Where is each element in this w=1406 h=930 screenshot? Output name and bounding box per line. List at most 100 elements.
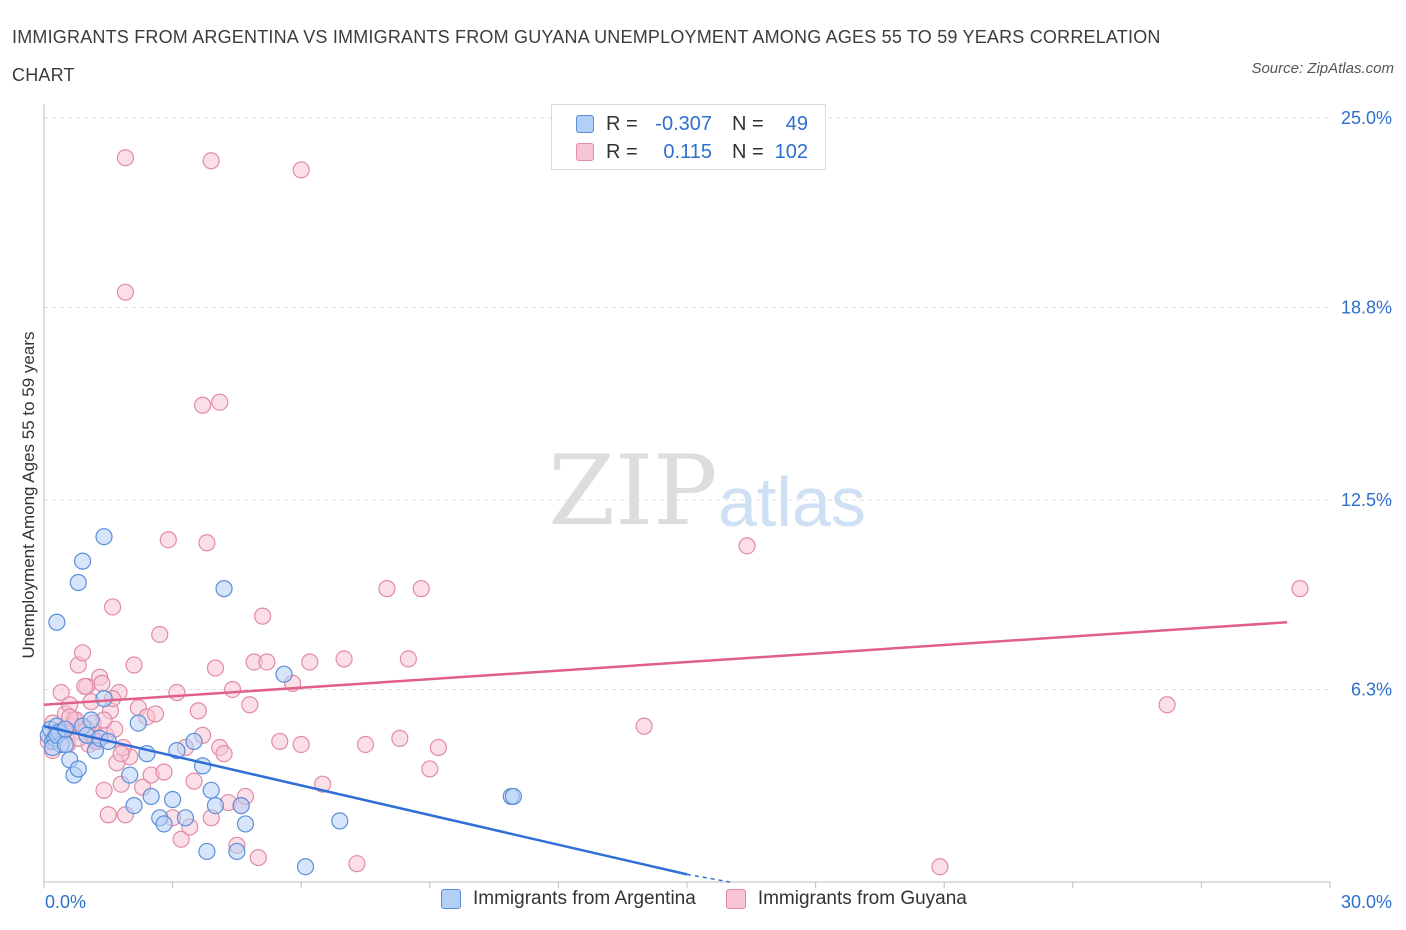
argentina-point: [236, 815, 255, 833]
guyana-point: [93, 674, 111, 692]
legend-label-guyana: Immigrants from Guyana: [757, 888, 967, 909]
n-label: N =: [732, 112, 764, 135]
guyana-point: [335, 650, 353, 668]
guyana-point: [198, 534, 216, 552]
guyana-point: [254, 607, 272, 625]
guyana-point: [391, 729, 409, 747]
trend-line-guyana: [43, 620, 1288, 706]
n-value: 102: [774, 140, 808, 163]
watermark-zip: ZIP: [548, 435, 717, 547]
guyana-point: [249, 848, 267, 867]
guyana-swatch: [576, 143, 594, 161]
argentina-point: [206, 796, 225, 815]
guyana-point: [73, 644, 92, 662]
series-argentina: [39, 528, 522, 876]
guyana-point: [429, 738, 447, 757]
argentina-point: [275, 665, 293, 683]
n-label: N =: [732, 140, 764, 163]
correlation-legend: R = -0.307 N = 49 R = 0.115 N = 102: [551, 104, 826, 170]
guyana-point: [112, 745, 130, 763]
guyana-point: [202, 152, 220, 170]
watermark: ZIP atlas: [548, 435, 865, 547]
argentina-point: [202, 781, 220, 799]
guyana-point: [301, 653, 319, 671]
argentina-point: [176, 809, 195, 827]
guyana-point: [146, 705, 165, 723]
guyana-point: [224, 680, 242, 699]
guyana-swatch: [725, 889, 746, 909]
legend-item-guyana[interactable]: Immigrants from Guyana: [725, 888, 967, 910]
r-value: 0.115: [663, 140, 712, 163]
guyana-point: [271, 732, 289, 751]
guyana-point: [348, 855, 366, 873]
y-tick-label: 6.3%: [1351, 679, 1392, 699]
y-tick-label: 25.0%: [1341, 108, 1392, 128]
argentina-point: [125, 796, 143, 815]
guyana-point: [206, 659, 225, 677]
guyana-point: [1158, 696, 1176, 714]
guyana-point: [211, 393, 229, 411]
x-tick-label: 30.0%: [1341, 892, 1392, 912]
trend-line-argentina: [43, 724, 688, 876]
guyana-point: [412, 580, 430, 598]
guyana-point: [421, 760, 439, 778]
r-label: R =: [606, 140, 638, 163]
argentina-swatch: [441, 889, 461, 909]
grid: [44, 117, 1330, 690]
trend-line-argentina-extension: [686, 873, 730, 883]
r-label: R =: [606, 112, 638, 135]
guyana-point: [185, 772, 203, 790]
guyana-point: [159, 531, 177, 549]
y-tick-label: 18.8%: [1341, 297, 1392, 317]
legend-row-argentina: R = -0.307 N = 49: [576, 109, 808, 139]
argentina-swatch: [576, 115, 594, 133]
argentina-point: [142, 787, 160, 806]
argentina-point: [331, 812, 349, 830]
legend-item-argentina[interactable]: Immigrants from Argentina: [441, 888, 696, 910]
n-value: 49: [785, 112, 808, 135]
guyana-point: [931, 858, 949, 876]
argentina-point: [48, 613, 66, 631]
watermark-atlas: atlas: [718, 463, 866, 541]
argentina-point: [95, 528, 113, 546]
legend-row-guyana: R = 0.115 N = 102: [576, 137, 808, 167]
guyana-point: [99, 806, 117, 824]
guyana-point: [399, 650, 417, 668]
argentina-point: [69, 573, 87, 592]
guyana-point: [194, 396, 212, 414]
y-axis-label: Unemployment Among Ages 55 to 59 years: [19, 332, 38, 659]
guyana-point: [241, 696, 259, 714]
guyana-point: [168, 683, 186, 702]
source-label: Source: ZipAtlas.com: [1251, 60, 1394, 77]
tick-labels: 6.3% 12.5% 18.8% 25.0% 0.0% 30.0%: [45, 108, 1392, 912]
guyana-point: [292, 735, 310, 754]
argentina-point: [69, 760, 87, 778]
guyana-point: [738, 537, 756, 555]
argentina-point: [215, 580, 233, 598]
argentina-point: [155, 815, 173, 833]
series-legend: Immigrants from Argentina Immigrants fro…: [441, 888, 997, 910]
argentina-point: [228, 842, 246, 861]
guyana-point: [1291, 580, 1309, 598]
argentina-point: [185, 732, 203, 751]
r-value: -0.307: [655, 112, 712, 135]
argentina-point: [198, 842, 216, 861]
argentina-point: [232, 796, 250, 815]
trend-lines: [43, 620, 1288, 883]
guyana-point: [155, 763, 173, 781]
guyana-point: [151, 625, 169, 644]
guyana-point: [378, 580, 396, 598]
guyana-point: [172, 830, 190, 848]
guyana-point: [356, 735, 375, 754]
guyana-point: [103, 598, 122, 616]
guyana-point: [116, 283, 135, 301]
guyana-point: [116, 149, 135, 167]
argentina-point: [164, 790, 182, 809]
guyana-point: [125, 656, 143, 674]
guyana-point: [95, 781, 113, 799]
argentina-point: [504, 787, 522, 806]
guyana-point: [292, 161, 310, 179]
argentina-point: [121, 766, 139, 784]
guyana-point: [215, 745, 233, 763]
argentina-point: [95, 690, 113, 708]
